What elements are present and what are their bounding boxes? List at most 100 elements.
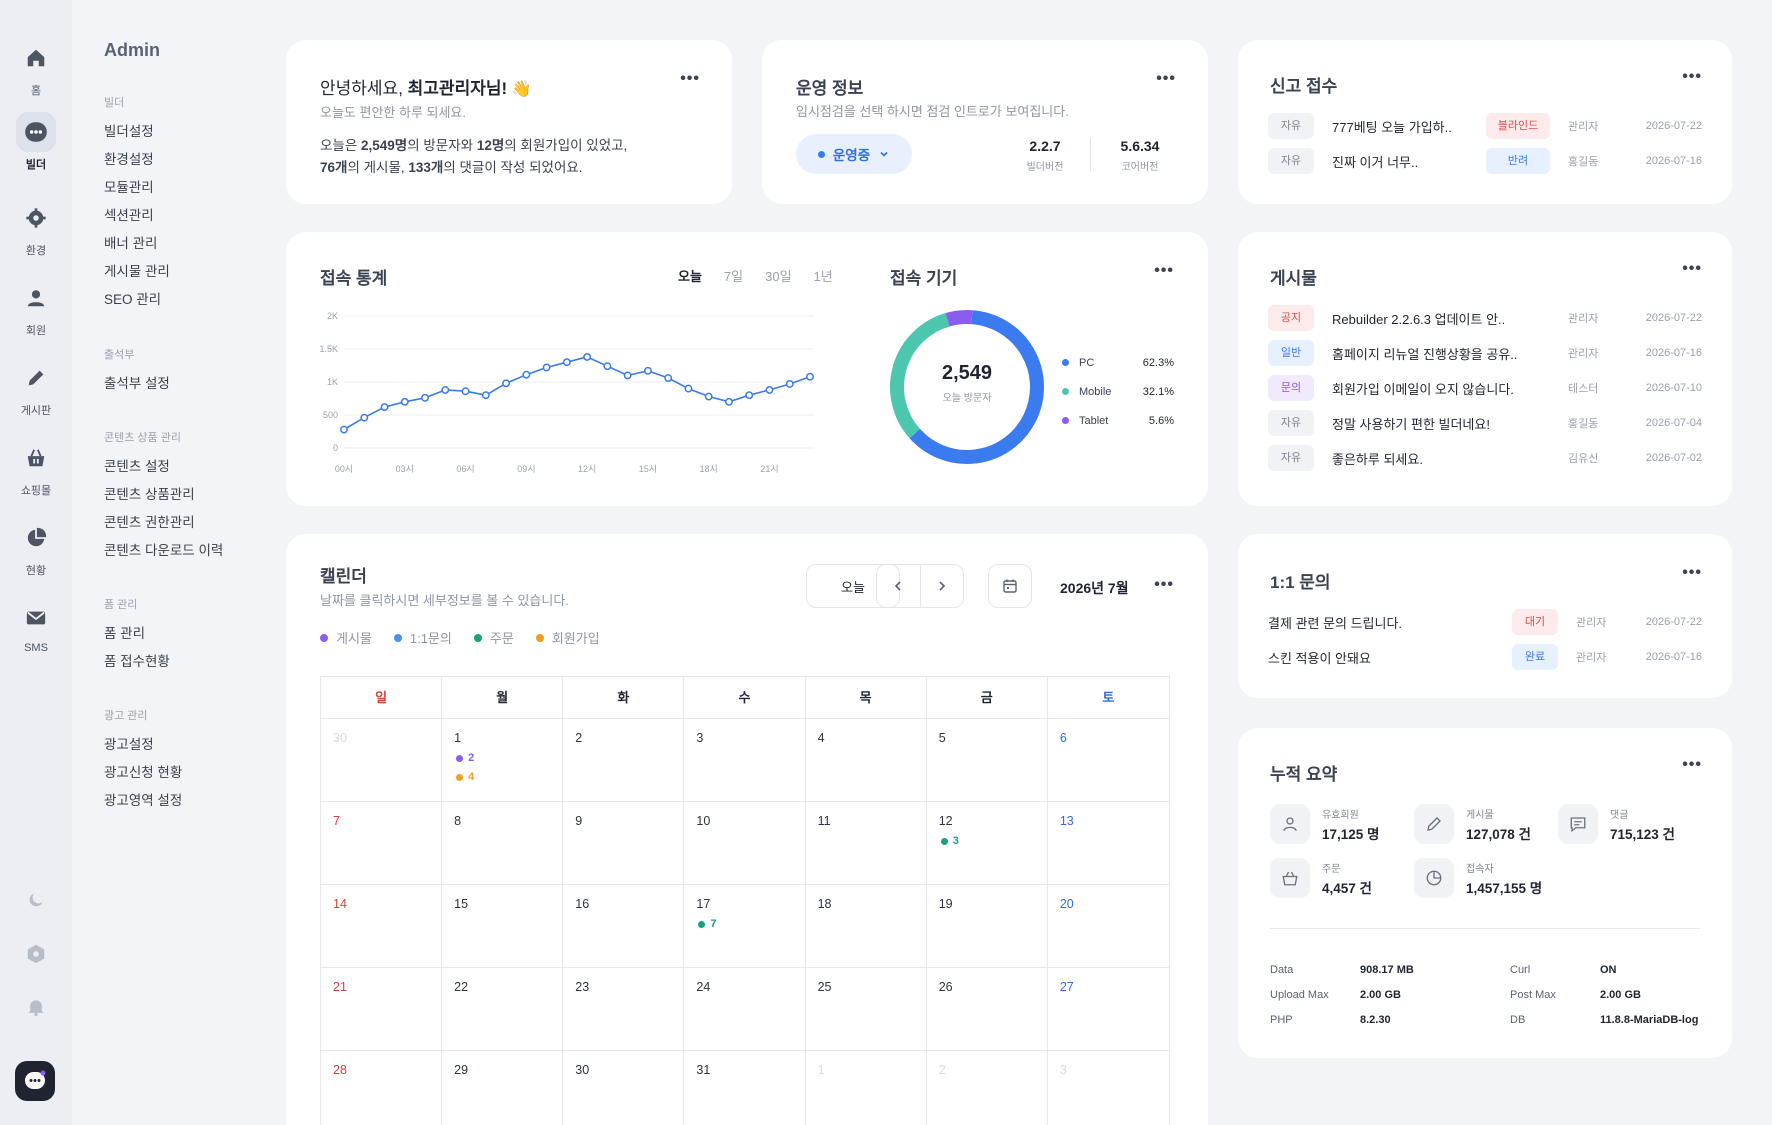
rail-board[interactable]: 게시판 [0,358,72,418]
dark-mode-toggle[interactable] [0,880,72,920]
rail-home[interactable]: 홈 [0,38,72,98]
rail-shop[interactable]: 쇼핑몰 [0,438,72,498]
rail-settings-bottom[interactable] [0,934,72,974]
calendar-day-cell[interactable]: 30 [321,719,443,802]
more-menu-button[interactable]: ••• [1682,756,1702,773]
calendar-day-cell[interactable]: 28 [321,1051,443,1125]
donut-slice[interactable] [945,310,973,327]
calendar-day-cell[interactable]: 6 [1047,719,1169,802]
more-menu-button[interactable]: ••• [1156,70,1176,87]
data-point[interactable] [664,374,673,382]
next-month-button[interactable] [921,565,964,607]
tab-7days[interactable]: 7일 [723,269,744,284]
post-row[interactable]: 공지 Rebuilder 2.2.6.3 업데이트 안.. 관리자 2026-07-2… [1268,305,1702,331]
calendar-day-cell[interactable]: 10 [684,802,806,885]
calendar-day-cell[interactable]: 2 [563,719,685,802]
calendar-day-cell[interactable]: 20 [1047,885,1169,968]
calendar-day-cell[interactable]: 1 [806,1051,927,1125]
sidebar-item[interactable]: 배너 관리 [104,236,158,251]
calendar-day-cell[interactable]: 26 [926,968,1048,1051]
data-point[interactable] [725,397,733,406]
calendar-day-cell[interactable]: 31 [684,1051,806,1125]
rail-sms[interactable]: SMS [0,598,72,654]
calendar-day-cell[interactable]: 16 [563,885,685,968]
data-point[interactable] [583,352,592,361]
calendar-day-cell[interactable]: 25 [805,968,927,1051]
calendar-day-cell[interactable]: 27 [1047,968,1169,1051]
donut-slice[interactable] [890,313,950,439]
sidebar-item[interactable]: 출석부 설정 [104,376,170,391]
notifications-button[interactable] [0,987,72,1027]
calendar-day-cell[interactable]: 15 [442,885,564,968]
data-point[interactable] [502,379,511,388]
data-point[interactable] [684,384,693,393]
calendar-day-cell[interactable]: 5 [926,719,1048,802]
data-point[interactable] [745,391,754,400]
data-point[interactable] [704,392,713,401]
sidebar-item[interactable]: 콘텐츠 설정 [104,459,170,474]
calendar-day-cell[interactable]: 4 [805,719,927,802]
status-dropdown[interactable]: 운영중 [796,134,912,174]
sidebar-item[interactable]: 콘텐츠 다운로드 이력 [104,543,224,558]
data-point[interactable] [562,358,571,367]
sidebar-item[interactable]: 광고설정 [104,737,154,752]
post-row[interactable]: 일반 홈페이지 리뉴얼 진행상황을 공유.. 관리자 2026-07-16 [1268,340,1702,366]
calendar-day-cell[interactable]: 30 [563,1051,685,1125]
more-menu-button[interactable]: ••• [1154,262,1174,279]
rail-settings[interactable]: 환경 [0,198,72,258]
rail-builder[interactable]: 빌더 [0,112,72,172]
data-point[interactable] [481,391,490,400]
donut-slice[interactable] [909,310,1044,464]
calendar-day-cell[interactable]: 2 [927,1051,1048,1125]
prev-month-button[interactable] [877,565,921,607]
calendar-day-cell[interactable]: 13 [1047,802,1169,885]
sidebar-item[interactable]: 폼 접수현황 [104,654,170,669]
calendar-day-cell[interactable]: 29 [442,1051,564,1125]
rail-status[interactable]: 현황 [0,518,72,578]
inquiry-row[interactable]: 결제 관련 문의 드립니다. 대기 관리자 2026-07-22 [1268,609,1702,635]
sidebar-item[interactable]: 환경설정 [104,152,154,167]
post-row[interactable]: 문의 회원가입 이메일이 오지 않습니다. 테스터 2026-07-10 [1268,375,1702,401]
sidebar-item[interactable]: 콘텐츠 상품관리 [104,487,195,502]
calendar-day-cell[interactable]: 17 7 [684,885,806,968]
sidebar-item[interactable]: 모듈관리 [104,180,154,195]
calendar-day-cell[interactable]: 3 [1048,1051,1169,1125]
tab-today[interactable]: 오늘 [678,269,702,284]
sidebar-item[interactable]: 빌더설정 [104,124,154,139]
data-point[interactable] [340,425,348,434]
data-point[interactable] [542,363,551,372]
data-point[interactable] [643,366,652,375]
report-row[interactable]: 자유 진짜 이거 너무.. 반려 홍길동 2026-07-16 [1268,148,1702,174]
more-menu-button[interactable]: ••• [1682,564,1702,581]
calendar-day-cell[interactable]: 3 [684,719,806,802]
calendar-day-cell[interactable]: 14 [321,885,443,968]
sidebar-item[interactable]: 광고영역 설정 [104,793,183,808]
rail-members[interactable]: 회원 [0,278,72,338]
data-point[interactable] [785,380,794,388]
sidebar-item[interactable]: 섹션관리 [104,208,154,223]
more-menu-button[interactable]: ••• [1682,68,1702,85]
data-point[interactable] [461,387,470,396]
date-picker-button[interactable] [988,564,1032,608]
calendar-day-cell[interactable]: 8 [442,802,564,885]
data-point[interactable] [441,385,450,394]
post-row[interactable]: 자유 정말 사용하기 편한 빌더네요! 홍길동 2026-07-04 [1268,410,1702,436]
tab-1year[interactable]: 1년 [813,269,833,284]
more-menu-button[interactable]: ••• [680,70,700,87]
data-point[interactable] [623,371,632,380]
calendar-day-cell[interactable]: 22 [442,968,564,1051]
data-point[interactable] [400,397,409,406]
sidebar-item[interactable]: 콘텐츠 권한관리 [104,515,195,530]
calendar-day-cell[interactable]: 21 [321,968,443,1051]
tab-30days[interactable]: 30일 [765,269,792,284]
data-point[interactable] [421,393,429,402]
data-point[interactable] [522,370,531,379]
chatbot-button[interactable] [15,1061,55,1101]
today-button[interactable]: 오늘 [806,564,900,608]
report-row[interactable]: 자유 777베팅 오늘 가입하.. 블라인드 관리자 2026-07-22 [1268,113,1702,139]
data-point[interactable] [360,413,369,422]
sidebar-item[interactable]: SEO 관리 [104,292,162,307]
calendar-day-cell[interactable]: 18 [805,885,927,968]
inquiry-row[interactable]: 스킨 적용이 안돼요 완료 관리자 2026-07-16 [1268,644,1702,670]
calendar-day-cell[interactable]: 7 [321,802,443,885]
